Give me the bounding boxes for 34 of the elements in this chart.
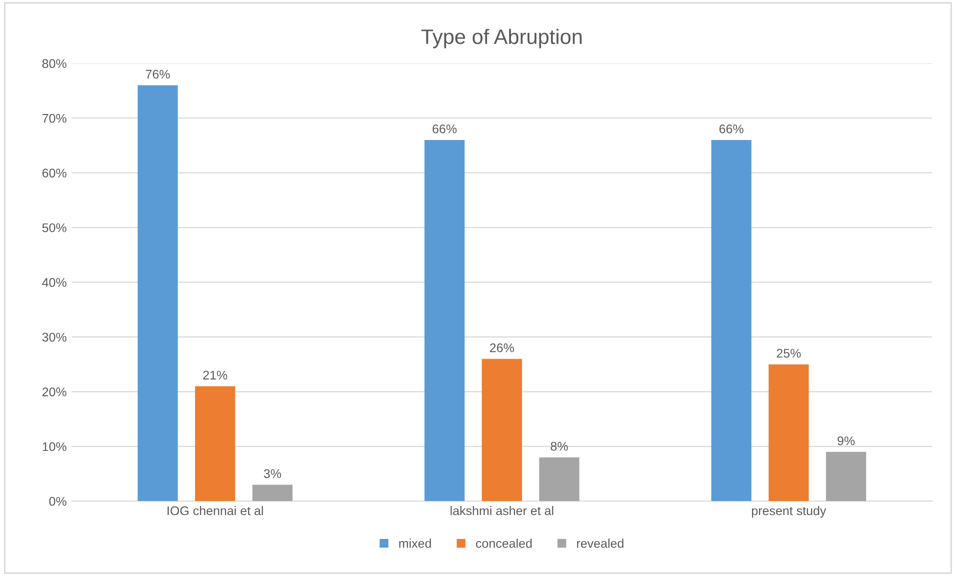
legend-label: mixed: [399, 538, 431, 548]
data-label: 76%: [146, 70, 170, 79]
y-tick-label: 0%: [49, 496, 66, 506]
data-label: 25%: [776, 348, 801, 358]
y-tick-label: 10%: [42, 442, 66, 452]
y-tick-label: 80%: [42, 59, 66, 68]
bar: [539, 457, 580, 502]
data-label: 9%: [838, 436, 855, 446]
y-tick-label: 70%: [42, 114, 66, 123]
y-tick-label: 30%: [42, 332, 66, 342]
bar: [252, 484, 293, 502]
bar: [482, 358, 522, 502]
data-label: 26%: [490, 343, 514, 352]
y-tick-label: 20%: [42, 387, 66, 396]
legend-label: concealed: [476, 538, 532, 548]
chart-title: Type of Abruption: [421, 28, 582, 48]
data-label: 3%: [264, 469, 282, 478]
data-label: 8%: [550, 442, 568, 451]
data-label: 21%: [203, 370, 228, 380]
data-label: 66%: [719, 124, 744, 134]
legend-label: revealed: [577, 538, 624, 548]
data-label: 66%: [432, 124, 457, 134]
bar: [424, 140, 465, 502]
x-tick-label: IOG chennai et al: [168, 506, 263, 516]
bar: [768, 364, 809, 502]
bar: [711, 140, 752, 502]
y-tick-label: 40%: [42, 278, 66, 287]
bar: [138, 85, 178, 502]
x-tick-label: present study: [752, 506, 826, 518]
bar: [195, 386, 236, 502]
y-tick-label: 50%: [42, 223, 66, 232]
y-tick-label: 60%: [42, 168, 66, 178]
x-tick-label: lakshmi asher et al: [450, 506, 554, 516]
bar: [826, 452, 866, 502]
